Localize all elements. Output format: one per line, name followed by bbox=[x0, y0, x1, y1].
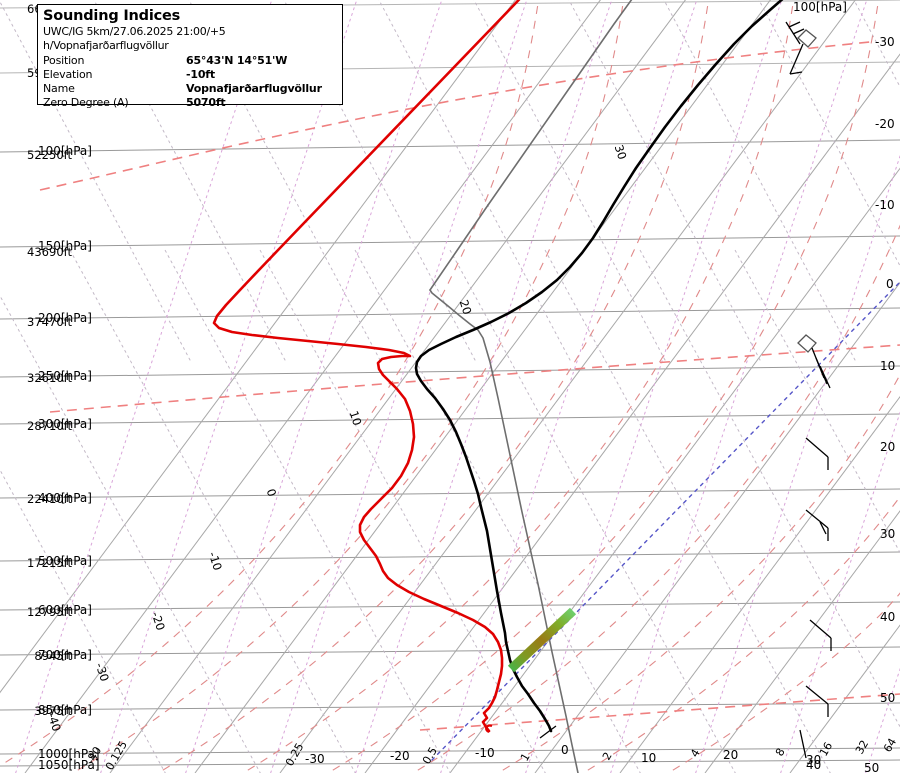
parcel-trace-upper bbox=[429, 0, 633, 291]
pressure-label: 700[hPa] bbox=[38, 648, 92, 662]
panel-title: Sounding Indices bbox=[43, 8, 181, 24]
row-value: Vopnafjarðarflugvöllur bbox=[186, 82, 322, 95]
bottom-temp-label: 10 bbox=[641, 751, 657, 765]
right-temp-label: -10 bbox=[875, 198, 895, 212]
altitude-label: 12795ft bbox=[27, 605, 72, 619]
wind-barb-500 bbox=[805, 509, 829, 541]
right-temp-label: 20 bbox=[880, 440, 896, 454]
wind-barb-upper bbox=[785, 21, 805, 45]
pressure-label: 100[hPa] bbox=[38, 144, 92, 158]
row-value: 65°43'N 14°51'W bbox=[186, 54, 288, 67]
altitude-label: 3975ft bbox=[34, 704, 72, 718]
bottom-temp-label: -10 bbox=[475, 746, 495, 760]
altitude-label: 32610ft bbox=[27, 371, 72, 385]
wind-barb-pennant-top bbox=[789, 29, 817, 75]
moist-adiabat-highlight bbox=[39, 41, 900, 731]
freezing-level-line bbox=[431, 281, 900, 761]
parcel-trace-curve bbox=[429, 289, 579, 773]
right-temp-label: 10 bbox=[880, 359, 896, 373]
pressure-label: 250[hPa] bbox=[38, 369, 92, 383]
panel-subtitle: UWC/IG 5km/27.06.2025 21:00/+5 h/Vopnafj… bbox=[43, 25, 226, 52]
row-key: Elevation bbox=[43, 68, 93, 81]
mixing-ratio-lines bbox=[15, 0, 900, 773]
wind-barb-400 bbox=[805, 437, 829, 470]
bottom-temp-label: 50 bbox=[864, 761, 880, 773]
wind-barb-surface bbox=[539, 725, 557, 739]
pressure-label-top-right: 100[hPa] bbox=[793, 0, 847, 14]
pressure-label: 500[hPa] bbox=[38, 554, 92, 568]
row-key: Position bbox=[43, 54, 85, 67]
bottom-temp-label: 40 bbox=[806, 758, 822, 772]
table-row: Position 65°43'N 14°51'W bbox=[43, 54, 337, 68]
right-temp-label: 50 bbox=[880, 691, 896, 705]
altitude-label: 22410ft bbox=[27, 492, 72, 506]
right-temp-label: -20 bbox=[875, 117, 895, 131]
bottom-temp-label: -20 bbox=[390, 749, 410, 763]
row-key: Zero Degree (A) bbox=[43, 96, 129, 109]
surface-dewpoint-hook bbox=[485, 724, 493, 734]
table-row: Elevation -10ft bbox=[43, 68, 337, 82]
bottom-temp-label: 30 bbox=[806, 753, 822, 767]
right-temp-label: -30 bbox=[875, 35, 895, 49]
pressure-label: 200[hPa] bbox=[38, 311, 92, 325]
altitude-label: 43690ft bbox=[27, 245, 72, 259]
altitude-label: 37470ft bbox=[27, 315, 72, 329]
right-temp-label: 40 bbox=[880, 610, 896, 624]
bottom-temp-label: 0 bbox=[561, 743, 569, 757]
pressure-label: 1000[hPa] bbox=[38, 747, 100, 761]
pressure-label: 850[hPa] bbox=[38, 703, 92, 717]
wind-barb-600 bbox=[809, 619, 832, 651]
panel-table: Position 65°43'N 14°51'W Elevation -10ft… bbox=[43, 54, 337, 110]
wind-barb-700 bbox=[805, 685, 829, 717]
bottom-temp-label: -30 bbox=[305, 752, 325, 766]
right-temp-label: 0 bbox=[886, 277, 894, 291]
altitude-label: 28710ft bbox=[27, 419, 72, 433]
temperature-curve bbox=[414, 0, 784, 733]
pressure-label: 400[hPa] bbox=[38, 491, 92, 505]
table-row: Zero Degree (A) 5070ft bbox=[43, 96, 337, 110]
pressure-label: 300[hPa] bbox=[38, 417, 92, 431]
altitude-label: 52250ft bbox=[27, 148, 72, 162]
dewpoint-curve bbox=[212, 0, 521, 733]
wind-barb-column bbox=[539, 21, 832, 759]
row-value: -10ft bbox=[186, 68, 215, 81]
pressure-label: 1050[hPa] bbox=[38, 758, 100, 772]
altitude-label: 8945ft bbox=[34, 649, 72, 663]
table-row: Name Vopnafjarðarflugvöllur bbox=[43, 82, 337, 96]
bottom-temp-label: 20 bbox=[723, 748, 739, 762]
pressure-label: 150[hPa] bbox=[38, 239, 92, 253]
altitude-label: 17215ft bbox=[27, 556, 72, 570]
sounding-indices-panel: Sounding Indices UWC/IG 5km/27.06.2025 2… bbox=[37, 4, 343, 109]
row-key: Name bbox=[43, 82, 75, 95]
row-value: 5070ft bbox=[186, 96, 226, 109]
pressure-label: 600[hPa] bbox=[38, 603, 92, 617]
wind-barb-850 bbox=[799, 729, 807, 759]
wind-barb-pennant-mid bbox=[797, 334, 831, 389]
right-temp-label: 30 bbox=[880, 527, 896, 541]
wind-shear-bar bbox=[507, 607, 577, 673]
